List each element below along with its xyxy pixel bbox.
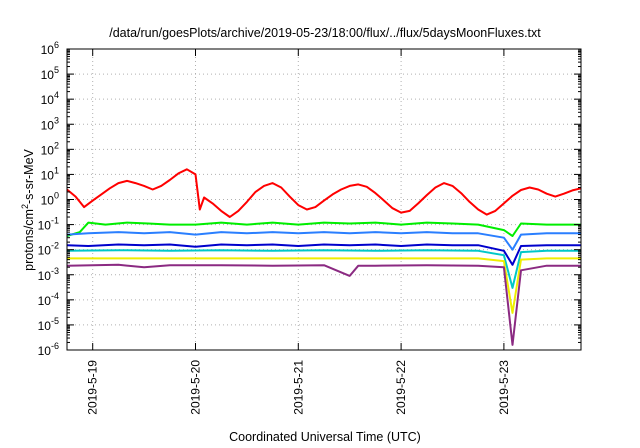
y-tick-exponent: 6 [54, 40, 59, 50]
series-line-1 [66, 168, 582, 218]
y-tick-label: 100 [41, 191, 59, 208]
y-tick-base: 10 [38, 269, 52, 283]
x-tick-label: 2019-5-21 [291, 360, 305, 415]
y-tick-label: 106 [41, 40, 59, 57]
y-tick-label: 102 [41, 140, 59, 157]
y-tick-base: 10 [41, 143, 55, 157]
y-tick-exponent: -4 [51, 291, 59, 301]
series-line-2 [66, 221, 581, 237]
y-tick-label: 10-6 [38, 341, 59, 358]
y-tick-base: 10 [38, 244, 52, 258]
series-line-6 [67, 257, 581, 314]
y-tick-label: 10-3 [38, 266, 59, 283]
x-tick-label: 2019-5-22 [394, 360, 408, 415]
y-tick-base: 10 [41, 168, 55, 182]
x-axis-label: Coordinated Universal Time (UTC) [229, 430, 421, 444]
series-line-5 [66, 249, 581, 289]
y-tick-exponent: 5 [54, 65, 59, 75]
y-tick-exponent: 4 [54, 90, 59, 100]
y-tick-base: 10 [38, 344, 52, 358]
y-axis-label-suffix: -s-sr-MeV [22, 148, 36, 204]
y-tick-base: 10 [41, 118, 55, 132]
y-tick-base: 10 [38, 294, 52, 308]
y-tick-exponent: -5 [51, 316, 59, 326]
series-layer [66, 168, 582, 346]
y-tick-label: 101 [41, 165, 59, 182]
y-tick-base: 10 [41, 68, 55, 82]
y-axis-label-prefix: protons/cm [22, 209, 36, 271]
y-tick-base: 10 [41, 194, 55, 208]
y-tick-label: 10-4 [38, 291, 59, 308]
y-axis-label: protons/cm2-s-sr-MeV [20, 148, 36, 270]
y-tick-label: 10-5 [38, 316, 59, 333]
y-axis: 10-610-510-410-310-210-11001011021031041… [38, 40, 581, 358]
y-axis-label-sup: 2 [20, 204, 30, 209]
y-tick-label: 103 [41, 115, 59, 132]
y-tick-exponent: -2 [51, 241, 59, 251]
x-tick-label: 2019-5-23 [497, 360, 511, 415]
series-line-7 [66, 263, 581, 346]
y-tick-exponent: 0 [54, 191, 59, 201]
y-tick-label: 105 [41, 65, 59, 82]
y-tick-exponent: 3 [54, 115, 59, 125]
series-line-3 [66, 231, 581, 251]
y-tick-exponent: -1 [51, 216, 59, 226]
y-tick-exponent: -6 [51, 341, 59, 351]
y-tick-exponent: -3 [51, 266, 59, 276]
y-tick-base: 10 [41, 93, 55, 107]
x-tick-label: 2019-5-20 [189, 360, 203, 415]
y-tick-label: 10-1 [38, 216, 59, 233]
chart-title: /data/run/goesPlots/archive/2019-05-23/1… [109, 26, 541, 40]
y-tick-base: 10 [38, 319, 52, 333]
y-tick-label: 10-2 [38, 241, 59, 258]
y-tick-base: 10 [38, 219, 52, 233]
y-tick-exponent: 2 [54, 140, 59, 150]
y-tick-label: 104 [41, 90, 59, 107]
x-axis: 2019-5-19 2019-5-20 2019-5-21 2019-5-22 2019… [86, 49, 511, 415]
x-tick-label: 2019-5-19 [86, 360, 100, 415]
y-tick-base: 10 [41, 43, 55, 57]
y-tick-exponent: 1 [54, 165, 59, 175]
series-line-4 [66, 243, 581, 266]
